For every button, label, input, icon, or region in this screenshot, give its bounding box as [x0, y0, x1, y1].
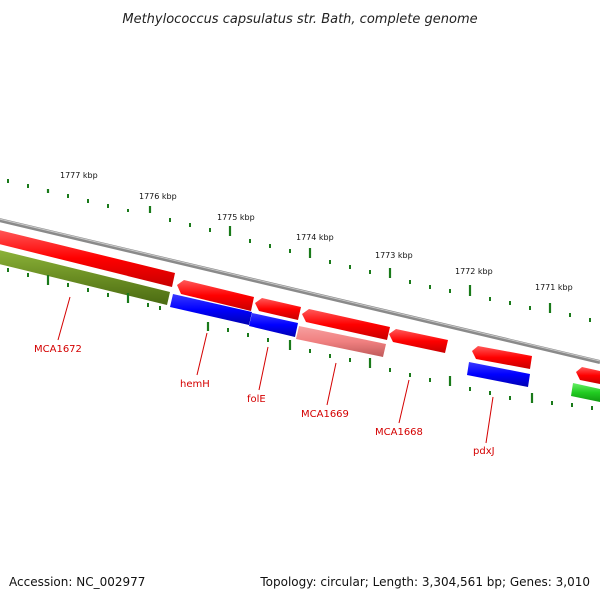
genome-backbone	[0, 218, 600, 364]
scale-labels: 1777 kbp 1776 kbp 1775 kbp 1774 kbp 1773…	[60, 171, 573, 292]
scale-label: 1776 kbp	[139, 192, 177, 201]
gene-label-hemh[interactable]: hemH	[180, 379, 210, 390]
genome-summary-text: Topology: circular; Length: 3,304,561 bp…	[259, 575, 590, 589]
label-leaders	[57, 296, 494, 444]
gene-feature[interactable]	[389, 329, 448, 353]
second-track-features	[0, 249, 600, 402]
gene-label-pdxj[interactable]: pdxJ	[473, 446, 495, 457]
scale-label: 1777 kbp	[60, 171, 98, 180]
gene-feature[interactable]	[467, 362, 530, 387]
gene-labels: MCA1672 hemH folE MCA1669 MCA1668 pdxJ	[34, 344, 495, 457]
gene-label-mca1668[interactable]: MCA1668	[375, 427, 423, 438]
outer-scale	[7, 179, 591, 322]
scale-label: 1772 kbp	[455, 267, 493, 276]
scale-label: 1771 kbp	[535, 283, 573, 292]
gene-label-mca1669[interactable]: MCA1669	[301, 409, 349, 420]
gene-feature[interactable]	[170, 294, 252, 325]
gene-label-mca1672[interactable]: MCA1672	[34, 344, 82, 355]
gene-feature[interactable]	[0, 249, 170, 305]
gene-feature[interactable]	[249, 313, 298, 337]
gene-feature[interactable]	[296, 326, 386, 357]
gene-feature[interactable]	[472, 346, 532, 369]
forward-strand-features	[0, 229, 600, 384]
accession-text: Accession: NC_002977	[9, 575, 145, 589]
scale-label: 1773 kbp	[375, 251, 413, 260]
gene-feature[interactable]	[0, 229, 175, 287]
gene-feature[interactable]	[576, 367, 600, 384]
map-title: Methylococcus capsulatus str. Bath, comp…	[122, 12, 477, 27]
gene-feature[interactable]	[302, 309, 390, 340]
inner-scale	[7, 268, 593, 410]
gene-feature[interactable]	[255, 298, 301, 320]
gene-feature[interactable]	[571, 383, 600, 402]
gene-feature[interactable]	[177, 280, 254, 311]
scale-label: 1774 kbp	[296, 233, 334, 242]
scale-label: 1775 kbp	[217, 213, 255, 222]
gene-label-fole[interactable]: folE	[247, 394, 266, 405]
